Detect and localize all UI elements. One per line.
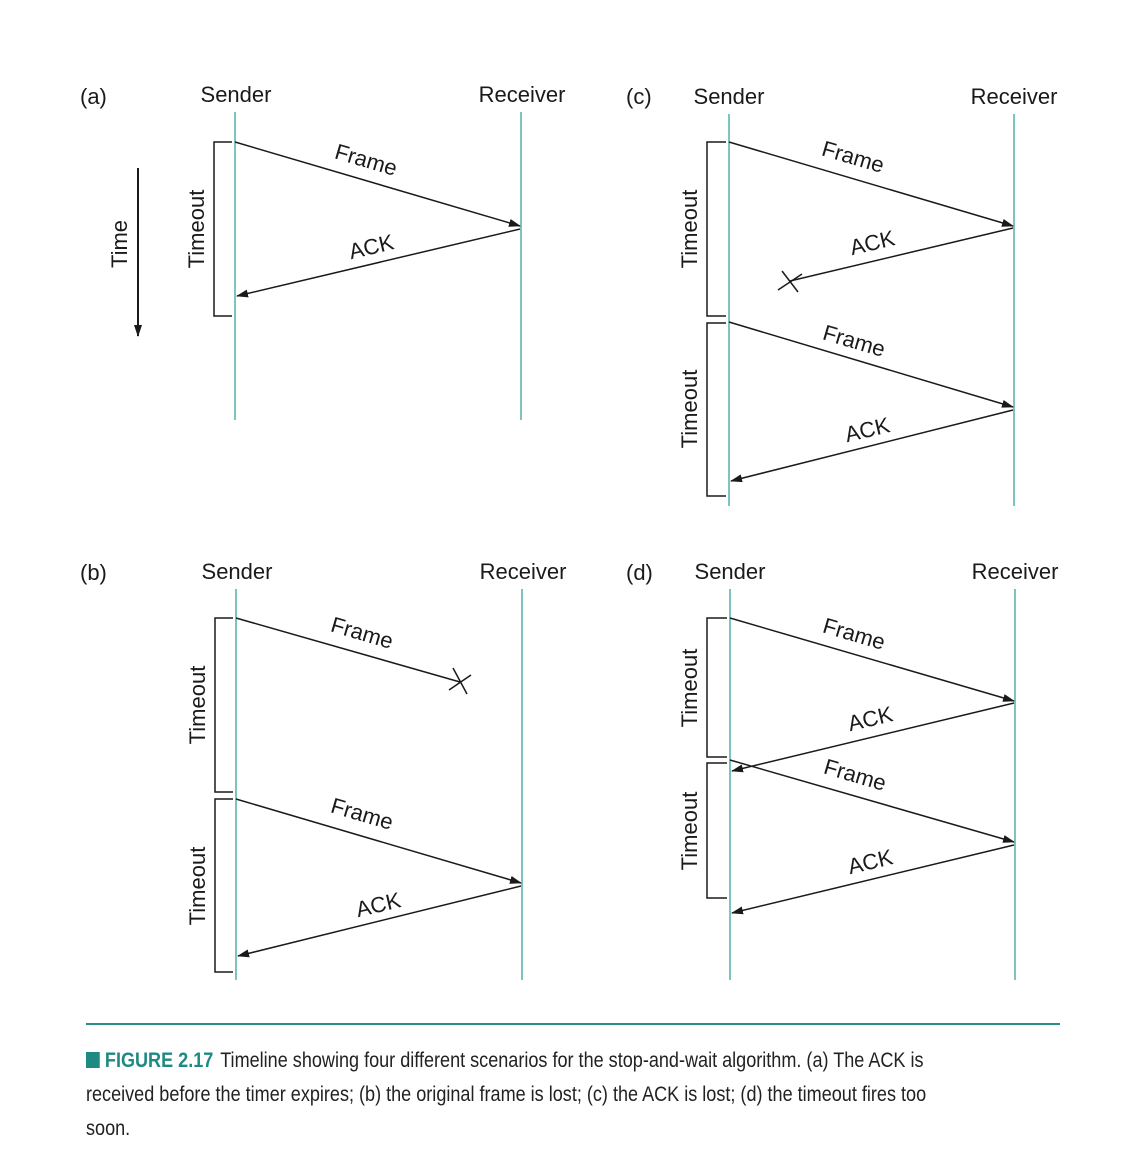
panel-c-timeout-bracket-1 [706,141,726,317]
panel-b-frame-arrow-lost [235,617,461,683]
panel-c-frame-arrow-1 [728,141,1014,227]
panel-a-ack-arrow [236,228,521,298]
panel-c-frame-label-2: Frame [820,320,888,362]
panel-d-timeout-label-2: Timeout [677,792,702,871]
panel-c-ack-arrow-2 [730,409,1014,483]
panel-b-frame-lost-mark [448,667,472,695]
panel-b-ack-arrow [237,885,522,958]
panel-b-sender-label: Sender [202,559,273,584]
panel-d-sender-label: Sender [695,559,766,584]
panel-c-receiver-label: Receiver [971,84,1058,109]
figure-square-icon [86,1052,100,1068]
panel-c-ack-arrow-lost [789,227,1014,282]
panel-a-receiver-label: Receiver [479,82,566,107]
panel-c-timeout-label-2: Timeout [677,370,702,449]
panel-d: (d) Sender Receiver Timeout Timeout Fram… [626,559,1058,980]
figure-label: FIGURE 2.17 [104,1049,214,1072]
panel-c-sender-label: Sender [694,84,765,109]
panel-a-ack-label: ACK [346,229,396,264]
figure-caption: FIGURE 2.17 Timeline showing four differe… [86,1044,929,1146]
panel-a-tag: (a) [80,84,107,109]
panel-b-tag: (b) [80,560,107,585]
panel-b-frame-arrow-2 [235,798,522,884]
panel-c: (c) Sender Receiver Timeout Timeout Fram… [626,84,1057,506]
panel-c-ack-label-1: ACK [847,225,897,260]
figure-caption-text: Timeline showing four different scenario… [86,1049,927,1140]
panel-a-sender-label: Sender [201,82,272,107]
panel-a-timeout-label: Timeout [184,190,209,269]
panel-a-frame-label: Frame [332,139,400,181]
panel-d-frame-arrow-1 [729,617,1015,702]
panel-c-timeout-bracket-2 [706,322,726,497]
panel-a: (a) Sender Receiver Timeout Frame ACK [80,82,565,420]
panel-c-timeout-label-1: Timeout [677,190,702,269]
panel-c-frame-arrow-2 [728,321,1014,408]
panel-d-timeout-bracket-2 [706,762,727,899]
panel-d-ack-label-1: ACK [845,701,895,736]
panel-a-frame-arrow [234,141,521,227]
panel-d-ack-label-2: ACK [845,844,895,879]
panel-b-receiver-label: Receiver [480,559,567,584]
time-axis-label: Time [107,220,132,268]
panel-d-timeout-label-1: Timeout [677,649,702,728]
stop-and-wait-diagram: Time (a) Sender Receiver Timeout Frame A… [80,82,1058,980]
panel-a-timeout-bracket [213,141,232,317]
panel-c-tag: (c) [626,84,652,109]
caption-rule [86,1023,1060,1025]
panel-b: (b) Sender Receiver Timeout Timeout Fram… [80,559,566,980]
panel-b-timeout-bracket-1 [214,617,233,793]
time-axis: Time [107,168,142,337]
panel-c-ack-lost-mark [777,270,803,293]
panel-d-receiver-label: Receiver [972,559,1059,584]
panel-b-timeout-bracket-2 [214,798,233,973]
panel-d-tag: (d) [626,560,653,585]
panel-d-timeout-bracket-1 [706,617,727,758]
panel-d-frame-arrow-2 [729,759,1015,843]
panel-b-timeout-label-1: Timeout [185,666,210,745]
panel-d-ack-arrow-2 [731,844,1015,915]
panel-b-timeout-label-2: Timeout [185,847,210,926]
panel-d-ack-arrow-1 [731,702,1015,773]
panel-d-frame-label-1: Frame [820,613,888,655]
